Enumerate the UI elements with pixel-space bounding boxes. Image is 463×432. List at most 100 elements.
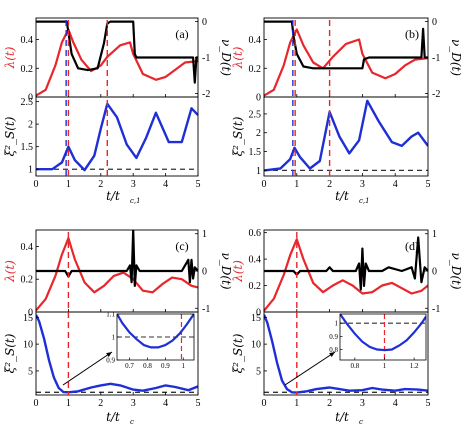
- panel-b-top-ytick-label: 0.2: [249, 64, 262, 75]
- panel-b-bottom-ytick-label: 1.5: [249, 147, 262, 158]
- panel-a-top-series-lambda: [36, 28, 198, 97]
- panel-b-bottom-series-xi: [264, 99, 428, 172]
- panel-c-bottom-frame: [35, 311, 199, 396]
- panel-c-inset-ytick-label: 0.9: [106, 357, 115, 365]
- panel-c-top-ylabel: λ(t): [3, 260, 17, 283]
- panel-b-top-y2label: ν_D(t): [449, 39, 463, 76]
- panel-c-inset-xtick-label: 0.9: [161, 362, 170, 370]
- panel-a-top-series-nu-d: [36, 20, 198, 84]
- panel-c-top-y2tick-label: -1: [202, 304, 210, 315]
- panel-a-bottom-series-xi: [36, 102, 198, 172]
- panel-d-top-ytick-label: 0: [256, 308, 261, 319]
- panel-b-bottom-frame: [263, 96, 429, 177]
- panel-d-top-ytick-label: 0.4: [249, 255, 262, 266]
- panel-d-top-y2tick-label: -1: [432, 304, 440, 315]
- panel-a-top-ylabel: λ(t): [3, 46, 17, 69]
- panel-b-xlabel-sub: c,1: [359, 197, 370, 205]
- panel-d-top-ytick-label: 0.6: [249, 228, 262, 239]
- panel-c-xtick-label: 3: [131, 398, 136, 409]
- panel-c-top-series-lambda: [36, 237, 198, 312]
- panel-b-bottom-ytick-label: 2.5: [249, 109, 262, 120]
- panel-a-top-y2tick-label: -1: [202, 53, 210, 64]
- panel-d-inset-bg: [340, 314, 426, 360]
- panel-b-xtick-label: 3: [360, 179, 365, 190]
- panel-c-xlabel: t/t: [106, 410, 120, 424]
- panel-a-xtick-label: 5: [196, 179, 201, 190]
- panel-c-inset-series-xi: [117, 314, 194, 349]
- panel-c-bottom-ytick-label: 5: [28, 366, 33, 377]
- panel-a-top-y2tick-label: -2: [202, 89, 210, 100]
- panel-c-top-series-nu-d: [36, 230, 198, 287]
- panel-c-top-ytick-label: 0.4: [21, 242, 34, 253]
- panel-d-inset-ytick-label: 0.8: [329, 346, 338, 354]
- panel-c-xtick-label: 0: [34, 398, 39, 409]
- panel-c-xtick-label: 2: [98, 398, 103, 409]
- panel-a-bottom-ylabel: ξ²_S(t): [3, 116, 17, 156]
- panel-d-bottom-ytick-label: 10: [251, 340, 261, 351]
- panel-c-bottom-series-xi: [36, 314, 198, 394]
- panel-b-top-ytick-label: 0.4: [249, 35, 262, 46]
- panel-b-bottom-ytick-label: 2: [256, 128, 261, 139]
- panel-b-label: (b): [405, 27, 419, 41]
- panel-d-xtick-label: 4: [393, 398, 398, 409]
- panel-d-bottom-frame: [263, 311, 429, 396]
- panel-b-top-ytick-label: 0: [256, 93, 261, 104]
- panel-a-xtick-label: 0: [34, 179, 39, 190]
- panel-d-top-ytick-label: 0.2: [249, 281, 262, 292]
- panel-c-bottom-ytick-label: 15: [23, 313, 33, 324]
- panel-a-xtick-label: 4: [163, 179, 168, 190]
- panel-a-xtick-label: 1: [66, 179, 71, 190]
- panel-c-inset-ytick-label: 1: [112, 334, 116, 342]
- panel-b-bottom-ytick-label: 1: [256, 166, 261, 177]
- panel-d-label: (d): [405, 239, 419, 253]
- panel-a-top-ytick-label: 0: [28, 93, 33, 104]
- panel-d-inset-series-xi: [340, 314, 426, 352]
- panel-b-top-y2tick-label: -1: [432, 53, 440, 64]
- panel-d-top-y2tick-label: 0: [432, 267, 437, 278]
- panel-d-top-ylabel: λ(t): [231, 260, 245, 283]
- panel-a-xlabel-sub: c,1: [130, 197, 141, 205]
- panel-a-bottom-ytick-label: 1.5: [21, 142, 34, 153]
- panel-d-inset-arrow-head: [329, 352, 335, 357]
- panel-d-top-y2tick-label: 1: [432, 229, 437, 240]
- panel-d-inset-arrow-shaft: [284, 351, 336, 386]
- panel-a-bottom-frame: [35, 96, 199, 177]
- panel-c-inset-xtick-label: 0.7: [125, 362, 134, 370]
- panel-a-label: (a): [175, 27, 188, 41]
- panel-c-inset-arrow-shaft: [62, 351, 113, 386]
- panel-d-xtick-label: 0: [262, 398, 267, 409]
- panel-b-top-ylabel: λ(t): [231, 46, 245, 69]
- panel-a-top-ytick-label: 0.4: [21, 35, 34, 46]
- panel-d-xtick-label: 5: [426, 398, 431, 409]
- panel-c-inset-xtick-label: 0.8: [143, 362, 152, 370]
- panel-b-xtick-label: 5: [426, 179, 431, 190]
- panel-b: 00.20.40-1-2λ(t) ν_D(t)(b)11.522.50 1 2 3 4 5ξ…: [231, 17, 463, 205]
- panel-c-top-y2tick-label: 0: [202, 267, 207, 278]
- panel-a-xtick-label: 3: [131, 179, 136, 190]
- panel-b-xtick-label: 4: [393, 179, 398, 190]
- panel-d-inset-ytick-label: 0.9: [329, 333, 338, 341]
- panel-c-label: (c): [175, 239, 188, 253]
- panel-a-bottom-ytick-label: 2: [28, 120, 33, 131]
- panel-c-top-ytick-label: 0.2: [21, 275, 34, 286]
- panel-a-top-y2tick-label: 0: [202, 17, 207, 28]
- panel-d-inset-xtick-label: 0.8: [350, 362, 359, 370]
- panel-d-top-y2label: ν_D(t): [449, 252, 463, 289]
- panel-d-bottom-ytick-label: 5: [256, 366, 261, 377]
- panel-d-inset-ytick-label: 1: [335, 320, 339, 328]
- panel-c-bottom-ylabel: ξ²_S(t): [3, 333, 17, 373]
- panel-a: 00.20.40-1-2λ(t) ν_D(t)(a)11.522.50 1 2 3 4 5ξ…: [3, 17, 233, 205]
- panel-c-inset-xtick-label: 1: [182, 362, 186, 370]
- panel-d-xtick-label: 3: [360, 398, 365, 409]
- panel-b-top-series-nu-d: [264, 20, 428, 70]
- panel-d-inset-frame: [339, 313, 427, 361]
- panel-c-xtick-label: 4: [163, 398, 168, 409]
- panel-d-xtick-label: 1: [294, 398, 299, 409]
- panel-d-xtick-label: 2: [327, 398, 332, 409]
- panel-c-top-y2label: ν_D(t): [219, 252, 233, 289]
- panel-b-top-y2tick-label: 0: [432, 17, 437, 28]
- panel-b-xtick-label: 2: [327, 179, 332, 190]
